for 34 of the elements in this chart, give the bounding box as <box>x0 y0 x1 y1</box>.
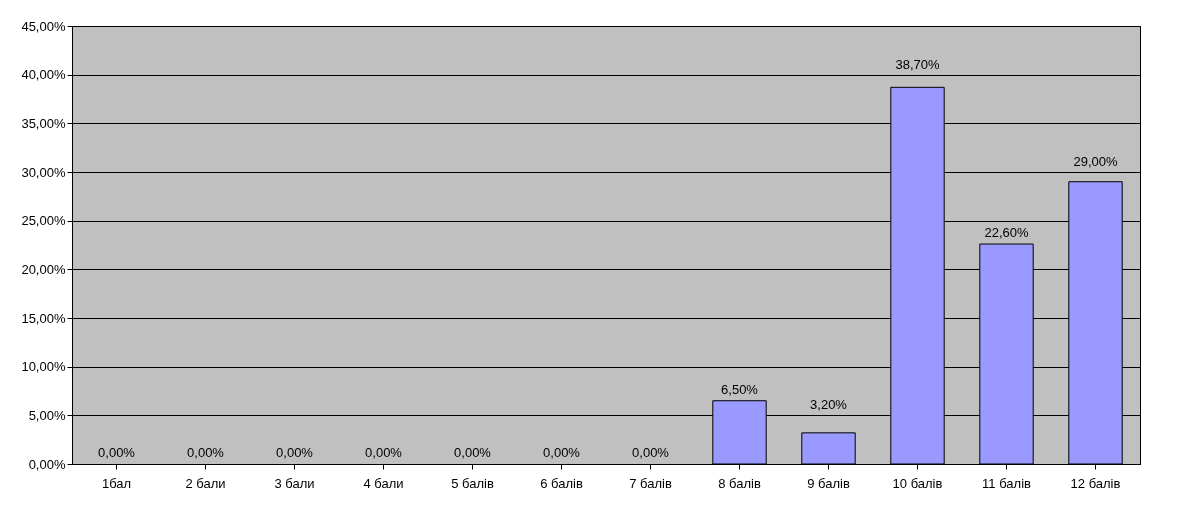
x-tick-label: 6 балів <box>540 475 583 491</box>
x-tick-label: 3 бали <box>274 475 315 491</box>
data-label: 0,00% <box>98 444 136 460</box>
y-tick-label: 45,00% <box>21 18 66 34</box>
data-label: 22,60% <box>984 225 1029 241</box>
data-label: 38,70% <box>895 56 940 72</box>
x-tick-label: 2 бали <box>185 475 226 491</box>
data-label: 0,00% <box>365 444 403 460</box>
x-tick-label: 4 бали <box>363 475 404 491</box>
x-tick-label: 11 балів <box>982 475 1032 491</box>
data-label: 0,00% <box>276 444 314 460</box>
data-label: 3,20% <box>810 397 848 413</box>
y-tick-label: 0,00% <box>28 456 66 472</box>
x-tick-label: 10 балів <box>892 475 943 491</box>
data-label: 0,00% <box>187 444 225 460</box>
x-tick-label: 5 балів <box>451 475 494 491</box>
y-tick-label: 35,00% <box>21 115 66 131</box>
data-label: 0,00% <box>543 444 581 460</box>
x-tick-label: 8 балів <box>718 475 761 491</box>
x-tick-label: 12 балів <box>1070 475 1121 491</box>
y-tick-label: 40,00% <box>21 67 66 83</box>
data-label: 0,00% <box>632 444 670 460</box>
x-tick-label: 7 балів <box>629 475 672 491</box>
y-tick-label: 15,00% <box>21 310 66 326</box>
data-label: 29,00% <box>1073 153 1118 169</box>
data-label: 0,00% <box>454 444 492 460</box>
y-tick-label: 25,00% <box>21 213 66 229</box>
y-tick-label: 5,00% <box>28 407 66 423</box>
data-label: 6,50% <box>721 381 759 397</box>
x-tick-label: 9 балів <box>807 475 850 491</box>
x-tick-label: 1бал <box>101 475 132 491</box>
y-tick-label: 20,00% <box>21 261 66 277</box>
y-tick-label: 10,00% <box>21 359 66 375</box>
y-tick-label: 30,00% <box>21 164 66 180</box>
